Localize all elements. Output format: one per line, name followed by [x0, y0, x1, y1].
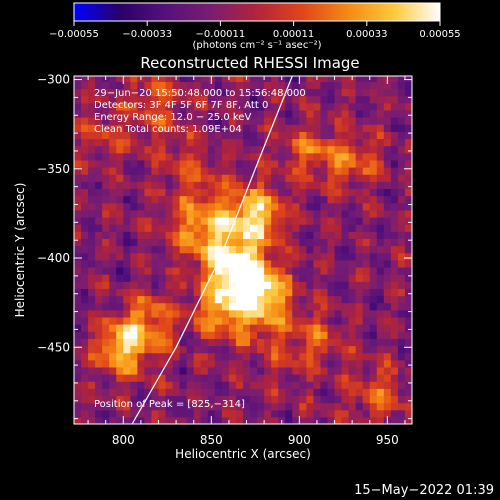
annotation-clean-counts: Clean Total counts: 1.09E+04 [94, 124, 242, 135]
colorbar-tick-label: 0.00033 [346, 29, 387, 40]
y-tick-label: −300 [37, 73, 70, 87]
heatmap [74, 76, 412, 424]
x-tick-label: 950 [376, 433, 399, 447]
colorbar-tick-label: 0.00011 [273, 29, 314, 40]
y-axis-label: Heliocentric Y (arcsec) [13, 183, 27, 318]
colorbar-tick-label: −0.00011 [196, 29, 246, 40]
colorbar-ticks: −0.00055 −0.00033 −0.00011 0.00011 0.00033 0.… [49, 21, 461, 40]
plot-frame [73, 75, 413, 425]
x-tick-label: 900 [288, 433, 311, 447]
x-tick-label: 850 [200, 433, 223, 447]
x-axis-label: Heliocentric X (arcsec) [175, 447, 311, 461]
colorbar-tick-label: −0.00055 [49, 29, 99, 40]
colorbar-tick-label: −0.00033 [122, 29, 172, 40]
chart-title: Reconstructed RHESSI Image [140, 54, 359, 72]
y-tick-label: −450 [37, 340, 70, 354]
annotation-detectors: Detectors: 3F 4F 5F 6F 7F 8F, Att 0 [94, 100, 268, 111]
solar-limb-curve [131, 76, 293, 424]
colorbar-units: (photons cm⁻² s⁻¹ asec⁻²) [192, 40, 321, 51]
colorbar [73, 2, 441, 22]
annotation-energy-range: Energy Range: 12.0 − 25.0 keV [94, 112, 251, 123]
y-tick-label: −400 [37, 251, 70, 265]
x-tick-label: 800 [112, 433, 135, 447]
footer-timestamp: 15−May−2022 01:39 [354, 483, 494, 498]
axis-ticks: 800 850 900 950 −300 −350 −400 −450 [37, 73, 412, 447]
annotation-peak-position: Position of Peak = [825,−314] [94, 399, 245, 410]
y-tick-label: −350 [37, 162, 70, 176]
colorbar-tick-label: 0.00055 [419, 29, 460, 40]
annotation-time-range: 29−Jun−20 15:50:48.000 to 15:56:48.000 [94, 88, 306, 99]
